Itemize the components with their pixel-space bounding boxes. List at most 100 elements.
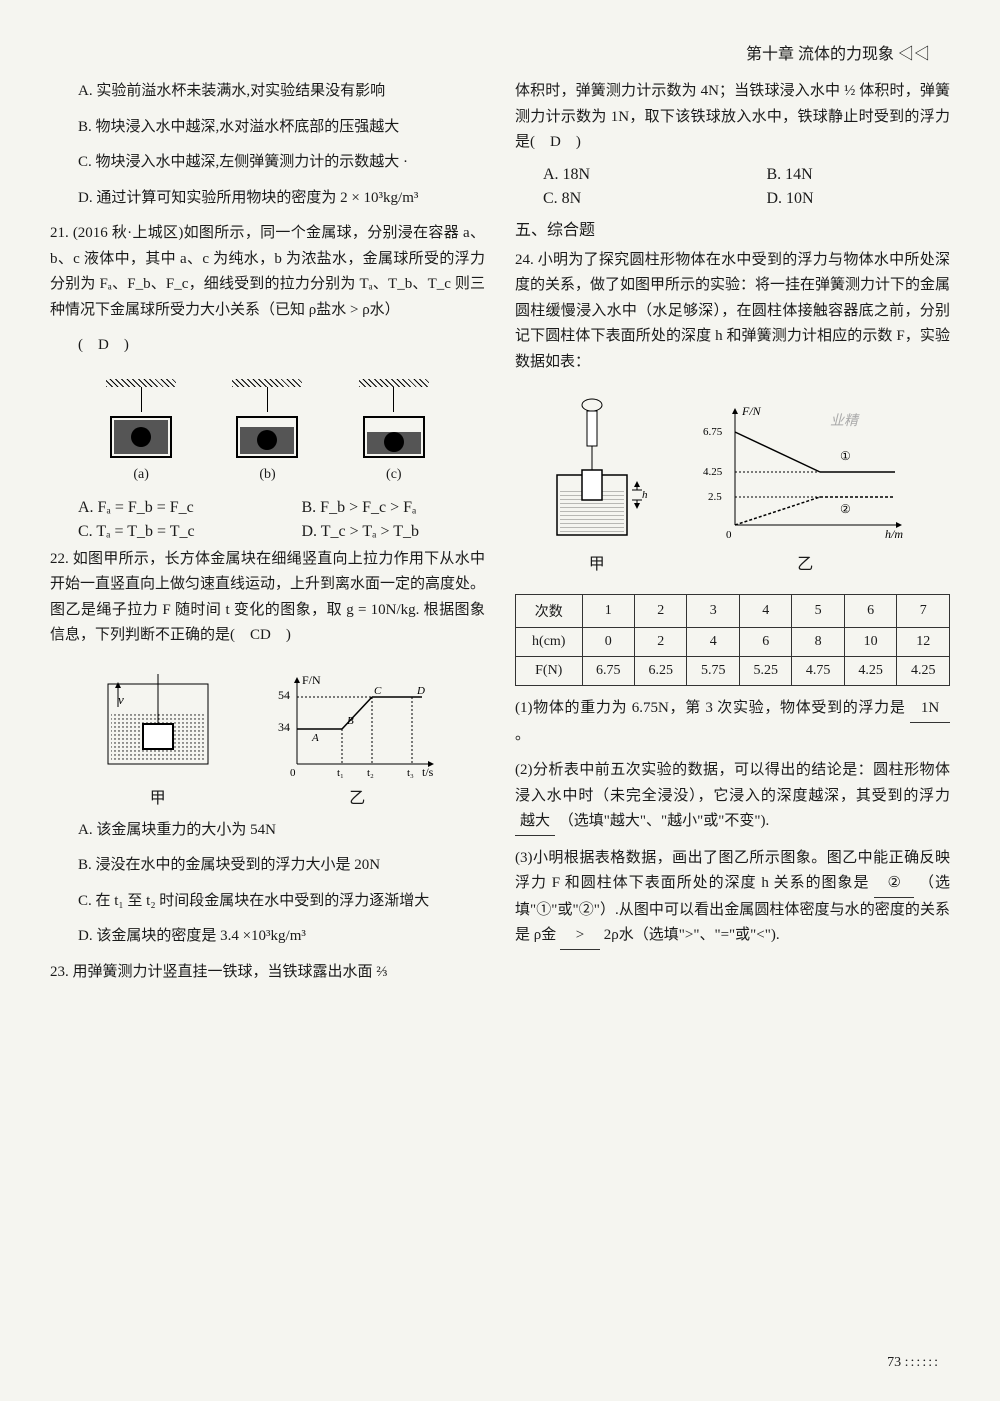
q21-answer: ( D ) xyxy=(50,333,485,359)
main-columns: A. 实验前溢水杯未装满水,对实验结果没有影响 B. 物块浸入水中越深,水对溢水… xyxy=(50,79,950,995)
q24-ans1: 1N xyxy=(910,696,950,723)
q21-opt-d: D. T_c > Tₐ > T_b xyxy=(302,523,486,541)
q20-opt-d: D. 通过计算可知实验所用物块的密度为 2 × 10³kg/m³ xyxy=(50,186,485,212)
q24-text: 24. 小明为了探究圆柱形物体在水中受到的浮力与物体水中所处深度的关系，做了如图… xyxy=(515,248,950,376)
svg-text:34: 34 xyxy=(278,720,290,734)
th-6: 6 xyxy=(844,595,896,628)
q22-chart-jia: v 甲 xyxy=(93,669,223,808)
q22-opt-a: A. 该金属块重力的大小为 54N xyxy=(50,818,485,844)
svg-text:C: C xyxy=(374,685,382,697)
r2-6: 4.25 xyxy=(844,657,896,686)
pn: 73 xyxy=(887,1355,901,1370)
r1-2: 2 xyxy=(634,628,686,657)
label-b: (b) xyxy=(232,467,302,483)
th-7: 7 xyxy=(897,595,950,628)
r1-6: 10 xyxy=(844,628,896,657)
svg-text:6.75: 6.75 xyxy=(703,426,723,438)
q24-p1-end: 。 xyxy=(515,727,530,743)
svg-text:54: 54 xyxy=(278,688,290,702)
q24-charts: h 甲 F/N h/m 6.75 4.25 2.5 0 xyxy=(515,385,950,584)
th-1: 1 xyxy=(582,595,634,628)
q24-body: 小明为了探究圆柱形物体在水中受到的浮力与物体水中所处深度的关系，做了如图甲所示的… xyxy=(515,252,950,370)
label-jia: 甲 xyxy=(93,784,223,808)
q21-opts-cd: C. Tₐ = T_b = T_c D. T_c > Tₐ > T_b xyxy=(50,523,485,541)
svg-text:业精: 业精 xyxy=(830,413,860,429)
svg-text:t₃: t₃ xyxy=(407,767,414,779)
label-a: (a) xyxy=(106,467,176,483)
r2-7: 4.25 xyxy=(897,657,950,686)
page-number: 73 :::::: xyxy=(887,1355,940,1371)
q22-opt-c: C. 在 t₁ 至 t₂ 时间段金属块在水中受到的浮力逐渐增大 xyxy=(50,889,485,915)
q23-opts-ab: A. 18N B. 14N xyxy=(515,166,950,184)
q21-opt-c: C. Tₐ = T_b = T_c xyxy=(78,523,262,541)
diagram-b: (b) xyxy=(232,379,302,483)
svg-text:B: B xyxy=(347,715,354,727)
q24-prefix: 24. xyxy=(515,252,534,268)
table-row-f: F(N) 6.75 6.25 5.75 5.25 4.75 4.25 4.25 xyxy=(516,657,950,686)
q21-text: 21. (2016 秋·上城区)如图所示，同一个金属球，分别浸在容器 a、b、c… xyxy=(50,221,485,323)
svg-text:h: h xyxy=(642,489,648,501)
q20-opt-b: B. 物块浸入水中越深,水对溢水杯底部的压强越大 xyxy=(50,115,485,141)
q20-opt-c: C. 物块浸入水中越深,左侧弹簧测力计的示数越大 · xyxy=(50,150,485,176)
diagram-a: (a) xyxy=(106,379,176,483)
r2-3: 5.75 xyxy=(687,657,739,686)
q22-opt-d: D. 该金属块的密度是 3.4 ×10³kg/m³ xyxy=(50,924,485,950)
r2-5: 4.75 xyxy=(792,657,844,686)
q22-prefix: 22. xyxy=(50,551,69,567)
q23-cont-text: 体积时，弹簧测力计示数为 4N；当铁球浸入水中 ½ 体积时，弹簧测力计示数为 1… xyxy=(515,79,950,156)
chapter-header: 第十章 流体的力现象 ◁◁ xyxy=(50,40,950,64)
r1-7: 12 xyxy=(897,628,950,657)
q24-part1: (1)物体的重力为 6.75N，第 3 次实验，物体受到的浮力是 1N 。 xyxy=(515,696,950,748)
r1-0: h(cm) xyxy=(516,628,583,657)
r1-1: 0 xyxy=(582,628,634,657)
q23-opts-cd: C. 8N D. 10N xyxy=(515,190,950,208)
svg-text:①: ① xyxy=(840,449,851,463)
svg-text:A: A xyxy=(311,732,319,744)
th-4: 4 xyxy=(739,595,791,628)
q23-text: 23. 用弹簧测力计竖直挂一铁球，当铁球露出水面 ⅔ xyxy=(50,960,485,986)
th-5: 5 xyxy=(792,595,844,628)
q23-opt-d: D. 10N xyxy=(767,190,951,208)
q23-opt-c: C. 8N xyxy=(543,190,727,208)
right-column: 体积时，弹簧测力计示数为 4N；当铁球浸入水中 ½ 体积时，弹簧测力计示数为 1… xyxy=(515,79,950,995)
svg-text:0: 0 xyxy=(290,767,296,779)
q24-chart-yi: F/N h/m 6.75 4.25 2.5 0 ① ② 业精 乙 xyxy=(700,395,910,574)
q23-opt-a: A. 18N xyxy=(543,166,727,184)
q24-p2-end: （选填"越大"、"越小"或"不变"). xyxy=(559,813,770,829)
svg-text:t₂: t₂ xyxy=(367,767,374,779)
r2-1: 6.75 xyxy=(582,657,634,686)
table-row-h: h(cm) 0 2 4 6 8 10 12 xyxy=(516,628,950,657)
q24-part2: (2)分析表中前五次实验的数据，可以得出的结论是：圆柱形物体浸入水中时（未完全浸… xyxy=(515,758,950,836)
q24-ans3: ② xyxy=(874,871,914,898)
svg-text:t₁: t₁ xyxy=(337,767,344,779)
svg-text:h/m: h/m xyxy=(885,527,903,541)
q22-opt-b: B. 浸没在水中的金属块受到的浮力大小是 20N xyxy=(50,853,485,879)
section-5-title: 五、综合题 xyxy=(515,216,950,240)
q21-prefix: 21. xyxy=(50,225,69,241)
diagram-c: (c) xyxy=(359,379,429,483)
r1-3: 4 xyxy=(687,628,739,657)
th-3: 3 xyxy=(687,595,739,628)
left-column: A. 实验前溢水杯未装满水,对实验结果没有影响 B. 物块浸入水中越深,水对溢水… xyxy=(50,79,485,995)
q24-p1-text: (1)物体的重力为 6.75N，第 3 次实验，物体受到的浮力是 xyxy=(515,700,906,716)
q24-p2-text: (2)分析表中前五次实验的数据，可以得出的结论是：圆柱形物体浸入水中时（未完全浸… xyxy=(515,762,950,804)
q23-opt-b: B. 14N xyxy=(767,166,951,184)
q22-text: 22. 如图甲所示，长方体金属块在细绳竖直向上拉力作用下从水中开始一直竖直向上做… xyxy=(50,547,485,649)
q24-ans3b: > xyxy=(560,923,600,950)
svg-text:F/N: F/N xyxy=(741,404,762,418)
svg-text:②: ② xyxy=(840,502,851,516)
q24-chart-jia: h 甲 xyxy=(537,395,657,574)
q20-opt-a: A. 实验前溢水杯未装满水,对实验结果没有影响 xyxy=(50,79,485,105)
r2-0: F(N) xyxy=(516,657,583,686)
q22-charts: v 甲 F/N t/s 54 34 xyxy=(50,659,485,818)
q21-opt-b: B. F_b > F_c > Fₐ xyxy=(302,499,486,517)
q24-p3c: 2ρ水（选填">"、"="或"<"). xyxy=(604,927,780,943)
svg-text:D: D xyxy=(416,685,425,697)
svg-text:v: v xyxy=(118,692,124,707)
q21-opts-ab: A. Fₐ = F_b = F_c B. F_b > F_c > Fₐ xyxy=(50,499,485,517)
svg-text:2.5: 2.5 xyxy=(708,491,722,503)
q24-label-jia: 甲 xyxy=(537,550,657,574)
svg-text:0: 0 xyxy=(726,529,732,541)
r1-5: 8 xyxy=(792,628,844,657)
svg-text:F/N: F/N xyxy=(302,673,321,687)
